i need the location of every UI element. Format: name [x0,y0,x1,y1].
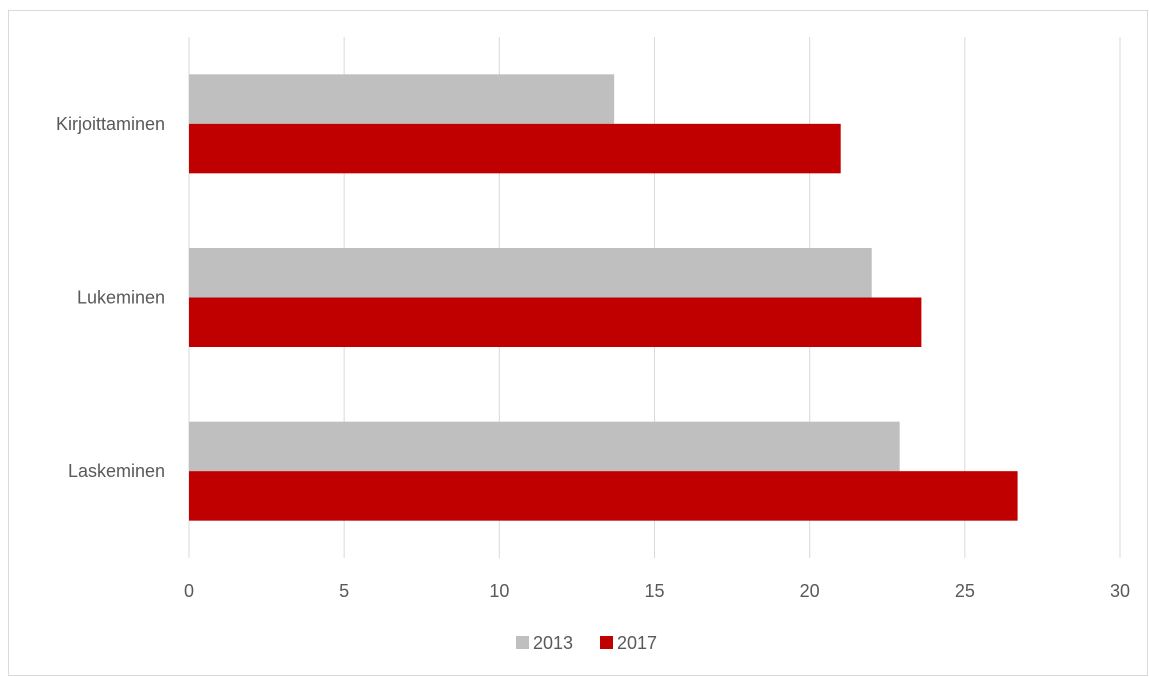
legend-swatch-2013 [516,636,529,649]
legend-label-2013: 2013 [533,633,573,653]
bar-2017 [189,297,922,347]
legend-swatch-2017 [600,636,613,649]
bar-2017 [189,123,841,174]
bar-2013 [189,421,900,472]
category-label: Kirjoittaminen [56,114,165,134]
x-tick-label: 0 [184,581,194,601]
x-tick-label: 20 [800,581,820,601]
category-label: Lukeminen [77,288,165,308]
x-tick-label: 25 [955,581,975,601]
x-tick-label: 5 [339,581,349,601]
x-tick-labels: 0 5 10 15 20 25 30 [184,581,1130,601]
category-label: Laskeminen [68,461,165,481]
bar-2017 [189,471,1018,521]
category-labels: Kirjoittaminen Lukeminen Laskeminen [56,114,165,481]
bar-2013 [189,74,615,124]
legend: 2013 2017 [516,633,657,653]
x-tick-label: 30 [1110,581,1130,601]
legend-label-2017: 2017 [617,633,657,653]
bar-2013 [189,248,872,298]
x-tick-label: 10 [489,581,509,601]
bars [189,74,1018,521]
x-tick-label: 15 [644,581,664,601]
